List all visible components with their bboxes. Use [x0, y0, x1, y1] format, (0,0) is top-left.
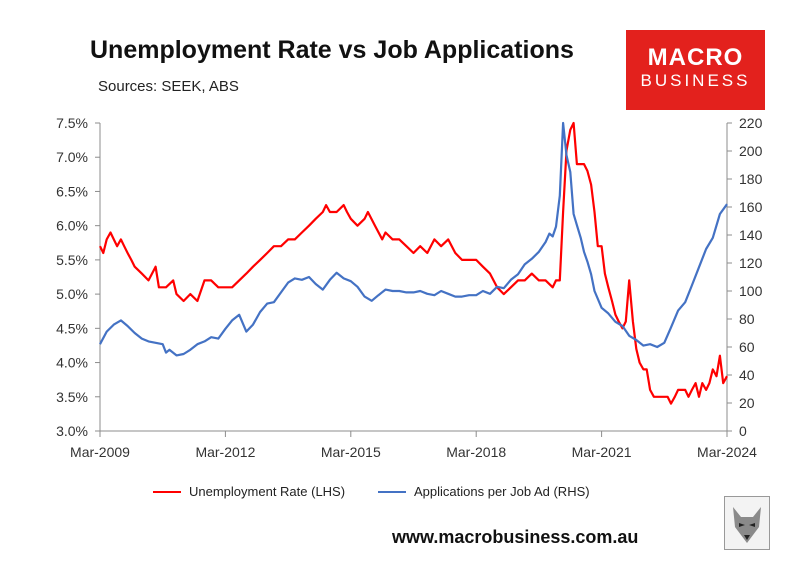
chart-subtitle: Sources: SEEK, ABS — [98, 78, 239, 95]
left-y-tick-label: 3.0% — [56, 423, 88, 439]
left-y-tick-label: 4.5% — [56, 320, 88, 336]
legend-item-applications: Applications per Job Ad (RHS) — [378, 484, 590, 499]
x-tick-label: Mar-2009 — [70, 444, 130, 460]
right-y-tick-label: 60 — [739, 339, 755, 355]
left-y-tick-label: 7.0% — [56, 149, 88, 165]
legend-item-unemployment: Unemployment Rate (LHS) — [153, 484, 345, 499]
brand-logo: MACRO BUSINESS — [626, 30, 765, 110]
left-y-tick-label: 6.5% — [56, 183, 88, 199]
right-y-tick-label: 80 — [739, 311, 755, 327]
unemployment-rate-line — [99, 121, 728, 405]
fox-logo-icon — [724, 496, 770, 550]
legend-label-unemployment: Unemployment Rate (LHS) — [189, 484, 346, 499]
x-tick-label: Mar-2024 — [697, 444, 757, 460]
logo-line-1: MACRO — [647, 44, 744, 71]
legend-label-applications: Applications per Job Ad (RHS) — [414, 484, 590, 499]
left-y-tick-label: 5.0% — [56, 286, 88, 302]
chart-title: Unemployment Rate vs Job Applications — [90, 36, 574, 64]
right-y-tick-label: 100 — [739, 283, 763, 299]
applications-per-job-ad-line — [99, 121, 728, 357]
right-y-tick-label: 140 — [739, 227, 763, 243]
right-y-tick-label: 160 — [739, 199, 763, 215]
right-y-tick-label: 0 — [739, 423, 747, 439]
left-y-tick-label: 4.0% — [56, 355, 88, 371]
right-y-tick-label: 220 — [739, 115, 763, 131]
left-y-tick-label: 7.5% — [56, 115, 88, 131]
right-y-tick-label: 40 — [739, 367, 755, 383]
legend-swatch-applications — [378, 490, 406, 493]
left-y-tick-label: 5.5% — [56, 252, 88, 268]
legend-swatch-unemployment — [153, 490, 181, 493]
x-tick-label: Mar-2012 — [195, 444, 255, 460]
right-y-tick-label: 180 — [739, 171, 763, 187]
line-chart: 7.5% 7.0% 6.5% 6.0% 5.5% 5.0% 4.5% 4.0% 3.5% 3.0%… — [56, 115, 763, 460]
logo-line-2: BUSINESS — [640, 71, 751, 90]
website-url: www.macrobusiness.com.au — [392, 527, 639, 547]
left-y-tick-label: 3.5% — [56, 389, 88, 405]
x-tick-label: Mar-2021 — [572, 444, 632, 460]
right-y-tick-label: 20 — [739, 395, 755, 411]
x-tick-label: Mar-2015 — [321, 444, 381, 460]
right-y-tick-label: 120 — [739, 255, 763, 271]
x-tick-label: Mar-2018 — [446, 444, 506, 460]
left-y-tick-label: 6.0% — [56, 218, 88, 234]
right-y-tick-label: 200 — [739, 143, 763, 159]
